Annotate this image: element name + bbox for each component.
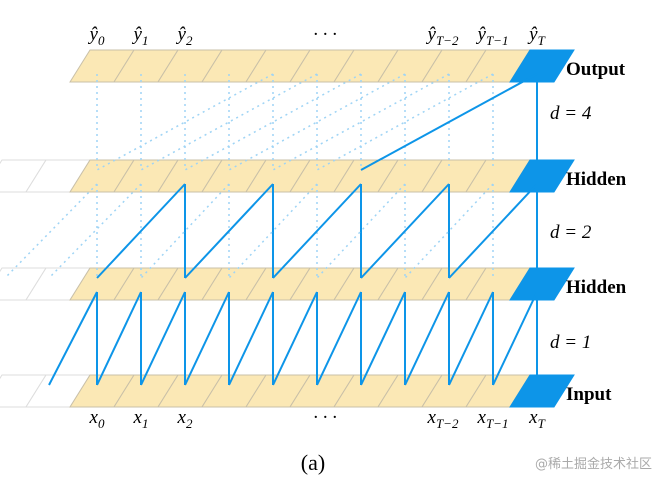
dilation-label: d = 1 [550,332,591,353]
connection [492,291,538,386]
connection [228,291,274,386]
input-label: xT [528,407,545,431]
dotted-connection [48,183,142,279]
subscript: 1 [142,416,149,431]
current-cell [509,49,575,83]
symbol: x [528,407,538,428]
symbol: x [477,407,487,428]
subscript: T−2 [436,416,459,431]
symbol: · · · [313,24,337,45]
connection [448,291,494,386]
layer-label: Output [566,59,626,80]
watermark: @稀土掘金技术社区 [535,456,652,472]
current-cell [509,267,575,301]
subscript: 0 [98,33,105,48]
symbol: x [177,407,187,428]
connection [360,73,538,171]
output-label: ŷ1 [132,24,149,48]
symbol: x [89,407,99,428]
dotted-connection [4,183,98,279]
connection [448,183,538,279]
subscript: T−1 [486,416,509,431]
input-label: xT−1 [477,407,509,431]
connection [96,183,186,279]
output-label: ŷ2 [176,24,193,48]
input-label: x2 [177,407,193,431]
connection [140,291,186,386]
connection [272,291,318,386]
caption: (a) [301,450,325,475]
layer-label: Hidden [566,277,627,298]
input-label: x0 [89,407,105,431]
layer-label: Hidden [566,169,627,190]
network [0,49,575,408]
connection [48,291,98,386]
connection [316,291,362,386]
subscript: T [538,33,546,48]
subscript: T [538,416,546,431]
symbol: ŷ [426,24,437,45]
output-label: ŷT−1 [476,24,509,48]
output-label: ŷT [527,24,545,48]
connection [96,291,142,386]
dilation-label: d = 2 [550,222,592,243]
input-label: x1 [133,407,149,431]
subscript: 0 [98,416,105,431]
subscript: T−1 [486,33,509,48]
dilation-label: d = 4 [550,103,592,124]
symbol: · · · [313,407,337,428]
symbol: x [427,407,437,428]
connection [404,291,450,386]
connection [360,291,406,386]
symbol: ŷ [88,24,99,45]
connection [360,183,450,279]
connection [272,183,362,279]
input-label: xT−2 [427,407,459,431]
symbol: ŷ [527,24,538,45]
connection [184,291,230,386]
subscript: 2 [186,33,193,48]
symbol: ŷ [132,24,143,45]
current-cell [509,159,575,193]
output-label: ŷ0 [88,24,105,48]
layer-label: Input [566,384,612,405]
output-label: · · · [313,24,337,45]
symbol: x [133,407,143,428]
current-cell [509,374,575,408]
symbol: ŷ [476,24,487,45]
output-label: ŷT−2 [426,24,459,48]
subscript: 1 [142,33,149,48]
subscript: 2 [186,416,193,431]
symbol: ŷ [176,24,187,45]
subscript: T−2 [436,33,459,48]
input-label: · · · [313,407,337,428]
connection [184,183,274,279]
